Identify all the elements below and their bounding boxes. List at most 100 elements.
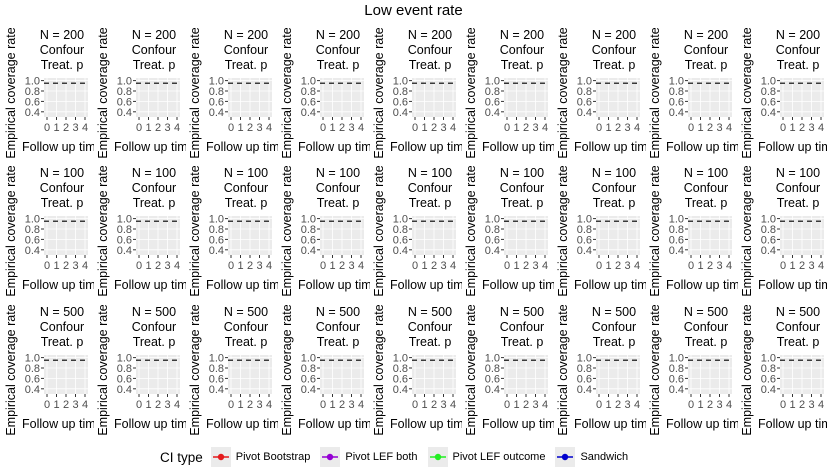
y-tick-label: 0.6	[117, 96, 132, 108]
facet-strip-label: Treat. p	[592, 196, 636, 210]
facet-strip-label: Treat. p	[592, 58, 636, 72]
y-tick-label: 0.8	[577, 224, 592, 236]
facet-strip-label: N = 100	[407, 166, 453, 180]
facet-panel: N = 500 Confour Treat. p Empirical coverage…	[186, 305, 278, 445]
x-tick-label: 3	[348, 260, 354, 272]
x-tick-label: 0	[504, 122, 510, 134]
x-tick-label: 4	[542, 399, 548, 411]
y-tick-label: 0.6	[209, 96, 224, 108]
x-tick-label: 0	[320, 260, 326, 272]
x-tick-label: 4	[266, 122, 272, 134]
y-tick-label: 0.8	[393, 86, 408, 98]
x-tick-label: 3	[164, 260, 170, 272]
x-tick-label: 4	[450, 399, 456, 411]
x-axis-title: Follow up time	[758, 417, 827, 431]
facet-panel: N = 200 Confour Treat. p Empirical coverage…	[462, 28, 554, 168]
x-tick-label: 1	[513, 399, 519, 411]
facet-strip-label: Confour	[407, 43, 453, 57]
facet-strip-label: Treat. p	[500, 335, 544, 349]
x-tick-label: 4	[174, 260, 180, 272]
x-tick-label: 0	[44, 399, 50, 411]
legend-items: Pivot Bootstrap Pivot LEF both Pivot LEF o…	[210, 447, 638, 467]
facet-strip-label: N = 100	[683, 166, 729, 180]
facet-strip: N = 500 Confour Treat. p	[398, 305, 462, 350]
facet-strip-label: Treat. p	[776, 196, 820, 210]
facet-strip: N = 200 Confour Treat. p	[582, 28, 646, 73]
y-tick-label: 0.8	[25, 363, 40, 375]
plot-area: 1.00.80.60.4 0 1 2 3 4	[393, 76, 456, 134]
y-tick-label: 1.0	[669, 353, 684, 365]
y-tick-label: 0.4	[117, 245, 132, 257]
facet-panel: N = 100 Confour Treat. p Empirical coverage…	[646, 166, 738, 306]
legend-item: Sandwich	[555, 447, 628, 467]
x-tick-label: 0	[688, 122, 694, 134]
facet-panel: N = 100 Confour Treat. p Empirical coverage…	[738, 166, 827, 306]
y-tick-label: 0.8	[393, 363, 408, 375]
y-tick-label: 0.6	[209, 373, 224, 385]
facet-strip: N = 200 Confour Treat. p	[766, 28, 827, 73]
x-axis-title: Follow up time	[206, 140, 278, 154]
x-tick-label: 1	[421, 260, 427, 272]
facet-strip-label: Confour	[131, 320, 177, 334]
x-tick-label: 1	[605, 122, 611, 134]
facet-strip-label: N = 500	[39, 305, 85, 319]
x-tick-label: 2	[523, 122, 529, 134]
x-tick-label: 1	[53, 122, 59, 134]
x-tick-label: 2	[63, 260, 69, 272]
facet-strip: N = 200 Confour Treat. p	[398, 28, 462, 73]
x-tick-label: 2	[523, 399, 529, 411]
x-tick-label: 0	[320, 122, 326, 134]
facet-strip-label: N = 500	[223, 305, 269, 319]
plot-area: 1.00.80.60.4 0 1 2 3 4	[761, 214, 824, 272]
x-axis-title: Follow up time	[390, 417, 462, 431]
plot-area: 1.00.80.60.4 0 1 2 3 4	[117, 76, 180, 134]
y-tick-label: 1.0	[577, 353, 592, 365]
facet-strip: N = 100 Confour Treat. p	[122, 166, 186, 211]
y-tick-label: 0.6	[117, 234, 132, 246]
x-tick-label: 0	[228, 122, 234, 134]
x-axis-title: Follow up time	[298, 140, 370, 154]
facet-strip-label: N = 100	[499, 166, 545, 180]
x-axis-title: Follow up time	[482, 140, 554, 154]
legend-key	[555, 447, 576, 467]
x-tick-label: 2	[523, 260, 529, 272]
facet-panel: N = 500 Confour Treat. p Empirical coverage…	[370, 305, 462, 445]
legend-key-glyph	[557, 453, 574, 461]
y-tick-label: 1.0	[761, 353, 776, 365]
x-tick-label: 1	[605, 399, 611, 411]
x-tick-label: 0	[44, 260, 50, 272]
facet-strip: N = 500 Confour Treat. p	[674, 305, 738, 350]
x-axis-title: Follow up time	[206, 278, 278, 292]
x-tick-label: 4	[818, 399, 824, 411]
x-tick-label: 4	[358, 122, 364, 134]
y-tick-label: 0.4	[577, 384, 592, 396]
y-tick-label: 1.0	[117, 353, 132, 365]
legend: CI type Pivot Bootstrap Pivot LEF both Piv…	[160, 446, 638, 468]
facet-strip: N = 500 Confour Treat. p	[490, 305, 554, 350]
legend-label: Pivot LEF outcome	[452, 451, 546, 463]
x-axis-title: Follow up time	[390, 140, 462, 154]
y-tick-label: 1.0	[485, 214, 500, 226]
x-tick-label: 1	[329, 260, 335, 272]
x-tick-label: 3	[348, 122, 354, 134]
y-tick-label: 0.6	[25, 234, 40, 246]
facet-strip-label: Treat. p	[408, 335, 452, 349]
plot-area: 1.00.80.60.4 0 1 2 3 4	[209, 76, 272, 134]
facet-strip: N = 100 Confour Treat. p	[306, 166, 370, 211]
x-axis-title: Follow up time	[758, 278, 827, 292]
facet-strip-label: N = 100	[315, 166, 361, 180]
x-tick-label: 1	[513, 122, 519, 134]
x-tick-label: 3	[440, 260, 446, 272]
facet-strip-label: Confour	[499, 43, 545, 57]
facet-strip: N = 100 Confour Treat. p	[214, 166, 278, 211]
x-tick-label: 2	[247, 122, 253, 134]
x-tick-label: 0	[412, 122, 418, 134]
x-tick-label: 1	[789, 122, 795, 134]
x-tick-label: 2	[615, 260, 621, 272]
plot-area: 1.00.80.60.4 0 1 2 3 4	[25, 214, 88, 272]
y-tick-label: 0.8	[393, 224, 408, 236]
legend-key-glyph	[322, 453, 339, 461]
facet-strip-label: Treat. p	[684, 335, 728, 349]
x-tick-label: 3	[256, 260, 262, 272]
legend-key-glyph	[212, 453, 229, 461]
